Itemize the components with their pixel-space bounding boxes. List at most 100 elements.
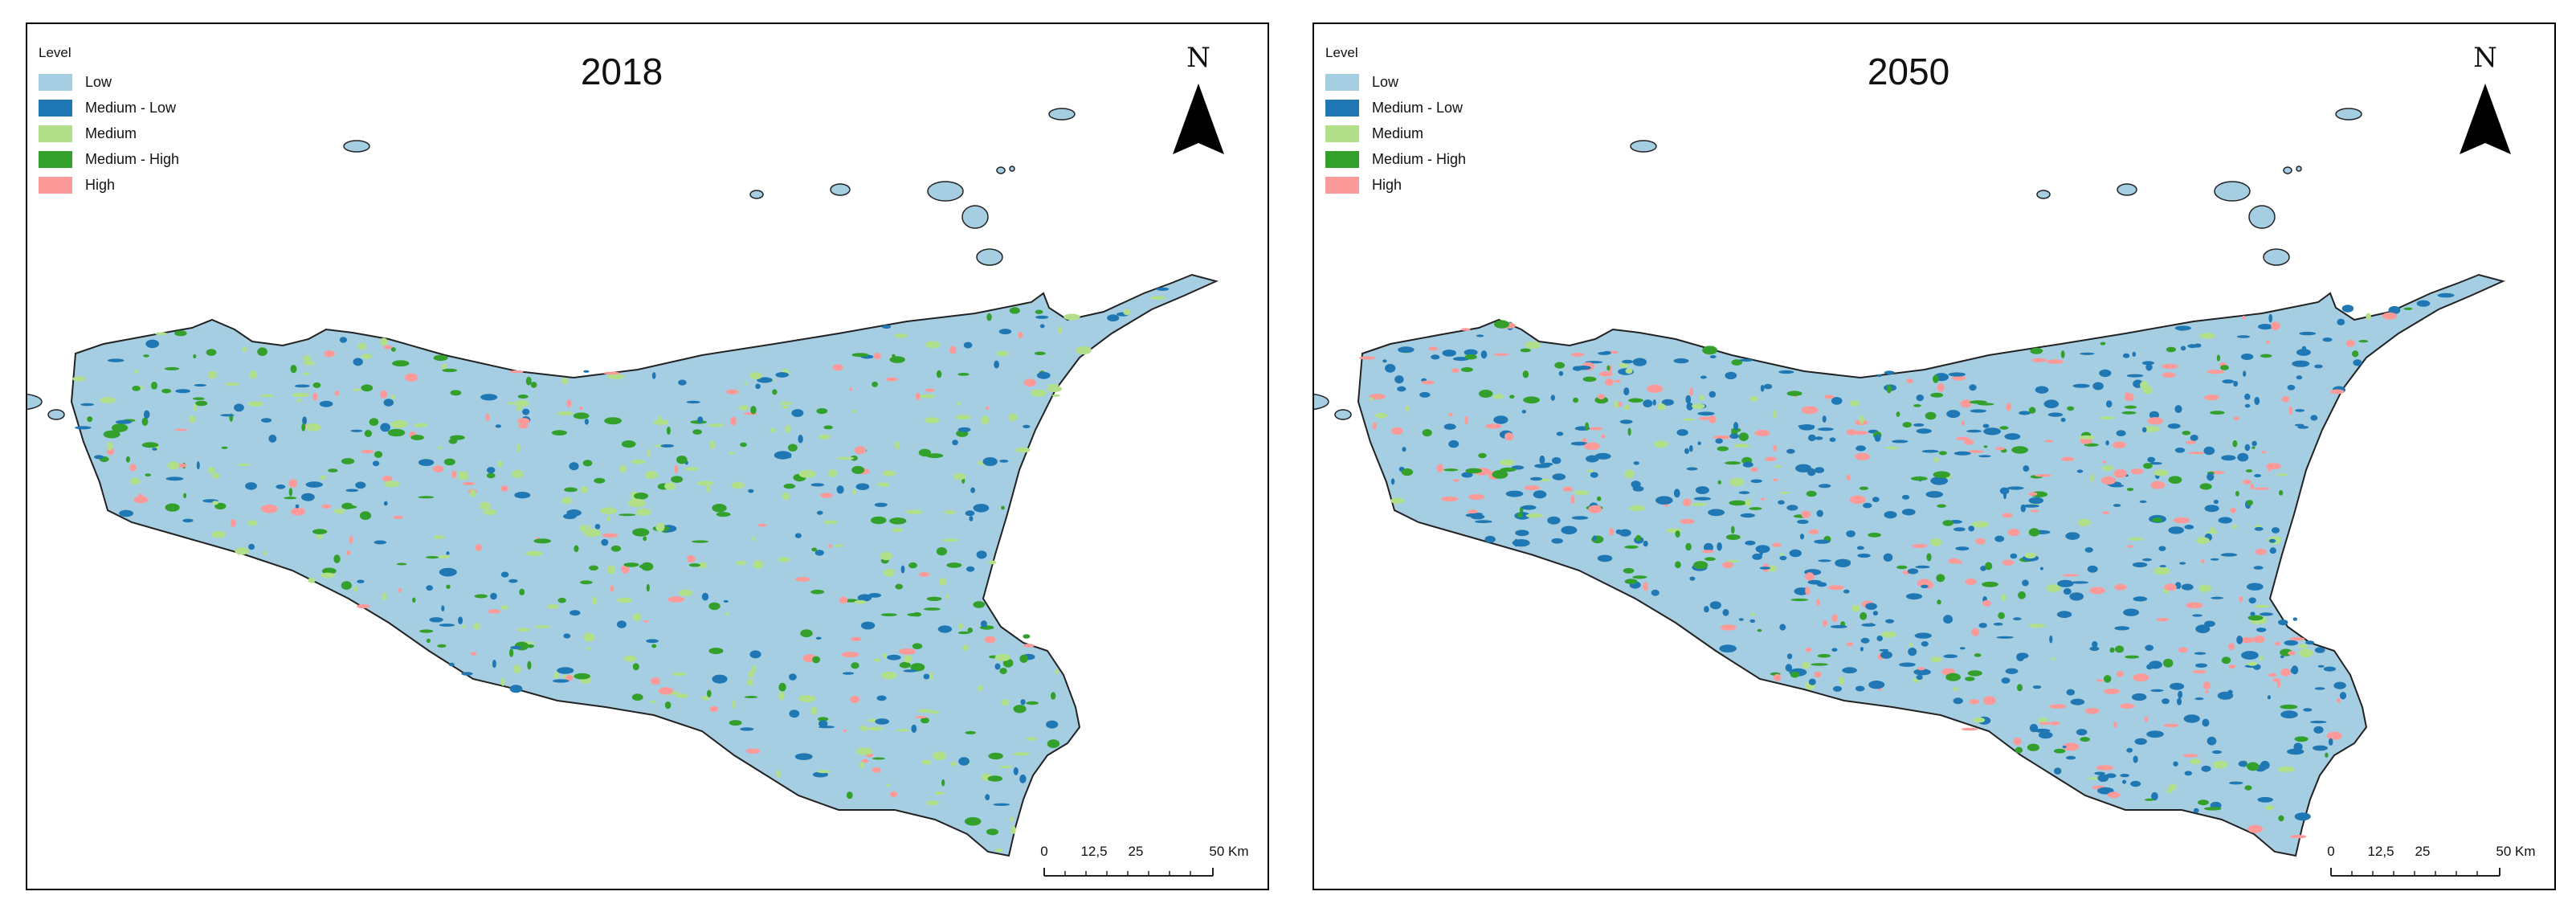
risk-patch: [212, 501, 218, 505]
risk-patch: [1933, 457, 1940, 463]
risk-patch: [1697, 441, 1701, 445]
risk-patch: [2259, 612, 2274, 616]
risk-patch: [294, 384, 310, 388]
risk-patch: [2309, 720, 2327, 724]
risk-patch: [2143, 463, 2153, 469]
risk-patch: [2247, 824, 2264, 833]
risk-patch: [932, 751, 947, 761]
risk-patch: [2028, 624, 2046, 628]
risk-patch: [1905, 378, 1913, 384]
risk-patch: [448, 662, 455, 667]
risk-patch: [604, 417, 622, 425]
scale-label: 0: [2327, 844, 2335, 859]
risk-patch: [390, 395, 396, 400]
risk-patch: [929, 671, 934, 681]
risk-patch: [2188, 452, 2205, 455]
risk-patch: [525, 376, 532, 386]
risk-patch: [2366, 313, 2371, 320]
risk-patch: [2298, 644, 2309, 648]
risk-patch: [880, 613, 897, 616]
risk-patch: [2256, 628, 2267, 632]
risk-patch: [1547, 516, 1561, 525]
risk-patch: [1594, 396, 1609, 404]
risk-patch: [2237, 452, 2249, 462]
risk-patch: [2416, 300, 2431, 307]
risk-patch: [2292, 617, 2297, 621]
risk-patch: [2268, 464, 2272, 472]
risk-patch: [789, 709, 800, 718]
risk-patch: [778, 691, 785, 701]
risk-patch: [1925, 411, 1937, 420]
risk-patch: [1624, 579, 1638, 584]
risk-patch: [887, 654, 901, 660]
risk-patch: [519, 588, 525, 595]
risk-patch: [2113, 468, 2127, 478]
risk-patch: [1926, 553, 1932, 562]
risk-patch: [2299, 648, 2313, 658]
risk-patch: [1874, 434, 1881, 442]
risk-patch: [450, 390, 462, 396]
risk-patch: [716, 512, 731, 517]
risk-patch: [2149, 411, 2159, 419]
risk-patch: [2022, 579, 2029, 587]
risk-patch: [2092, 382, 2104, 391]
risk-patch: [2190, 759, 2201, 765]
risk-patch: [497, 460, 503, 468]
risk-patch: [745, 748, 761, 754]
risk-patch: [551, 430, 568, 436]
risk-patch: [2164, 583, 2177, 591]
risk-patch: [1719, 644, 1737, 652]
risk-patch: [2183, 714, 2200, 723]
risk-patch: [1790, 598, 1809, 602]
small-island: [2117, 183, 2137, 196]
risk-patch: [1653, 440, 1668, 448]
risk-patch: [2247, 615, 2264, 621]
legend-item-medium: Medium: [39, 121, 179, 146]
risk-patch: [500, 571, 509, 578]
risk-patch: [533, 538, 551, 544]
risk-patch: [594, 524, 601, 530]
risk-patch: [74, 426, 92, 430]
risk-patch: [1896, 411, 1900, 417]
risk-patch: [2027, 743, 2039, 751]
risk-patch: [433, 354, 448, 362]
risk-patch: [2007, 529, 2020, 537]
risk-patch: [361, 384, 374, 392]
risk-patch: [1076, 346, 1092, 355]
risk-patch: [316, 534, 324, 539]
legend-label: Medium: [1372, 125, 1424, 141]
risk-patch: [2178, 647, 2188, 653]
risk-patch: [1524, 485, 1541, 491]
risk-patch: [509, 370, 524, 374]
risk-patch: [1586, 469, 1594, 472]
risk-patch: [859, 725, 868, 731]
legend-swatch: [1325, 99, 1359, 117]
risk-patch: [439, 624, 455, 627]
risk-patch: [2217, 691, 2234, 700]
risk-patch: [1855, 445, 1866, 452]
risk-patch: [334, 391, 340, 396]
risk-patch: [895, 729, 910, 732]
risk-patch: [889, 356, 905, 363]
risk-patch: [1860, 637, 1870, 644]
risk-patch: [2210, 527, 2215, 532]
risk-patch: [561, 497, 572, 505]
risk-patch: [1632, 358, 1647, 366]
risk-patch: [1965, 677, 1975, 681]
risk-patch: [1937, 504, 1946, 508]
risk-patch: [2125, 655, 2140, 659]
risk-patch: [1695, 486, 1709, 494]
risk-patch: [2038, 731, 2053, 739]
risk-patch: [1057, 326, 1063, 334]
risk-patch: [880, 551, 892, 561]
risk-patch: [328, 468, 338, 472]
risk-patch: [1945, 673, 1961, 681]
risk-patch: [1811, 663, 1828, 666]
risk-patch: [339, 337, 347, 343]
risk-patch: [405, 373, 418, 382]
risk-patch: [2254, 474, 2262, 477]
risk-patch: [1575, 366, 1591, 370]
legend-swatch: [39, 150, 72, 168]
risk-patch: [2202, 681, 2211, 689]
risk-patch: [2201, 559, 2205, 563]
